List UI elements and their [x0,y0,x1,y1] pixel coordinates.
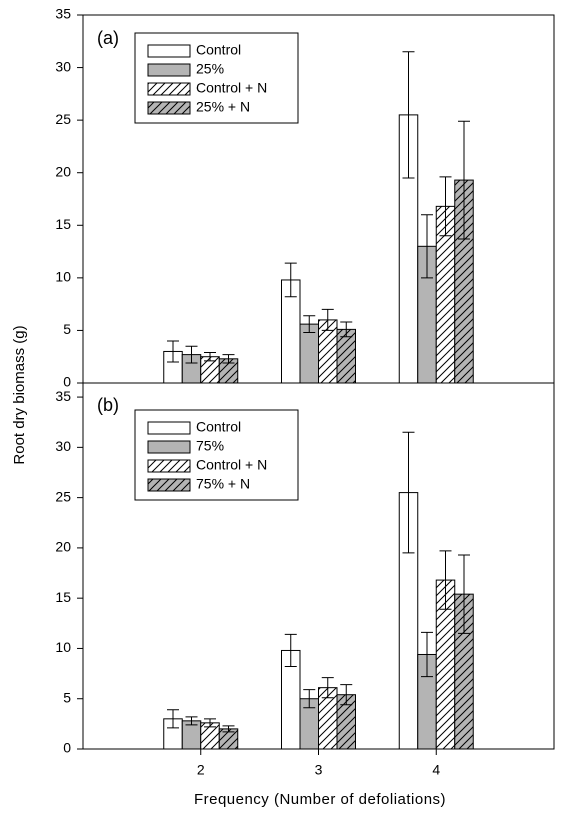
error-bar [222,725,235,733]
error-bar [321,677,334,699]
y-axis-label: Root dry biomass (g) [11,325,28,464]
y-tick-label: 20 [55,539,71,555]
y-tick-label: 35 [55,388,71,404]
error-bar [303,689,316,709]
error-bar [402,51,415,179]
legend-label: 25% [196,61,224,77]
panel-label: (b) [97,395,119,415]
error-bar [185,716,198,726]
error-bar [167,340,179,363]
y-tick-label: 25 [55,111,71,127]
legend-label: Control + N [196,80,267,96]
legend-swatch [147,44,191,58]
legend-label: 25% + N [196,99,250,115]
y-tick-label: 35 [55,6,71,22]
error-bar [321,308,334,331]
error-bar [204,718,216,728]
bar [336,328,356,384]
error-bar [185,345,198,364]
error-bar [167,709,179,729]
error-bar [458,120,470,240]
legend-label: 75% [196,438,224,454]
y-tick-label: 30 [55,58,71,74]
y-tick-label: 15 [55,589,71,605]
panel-label: (a) [97,28,119,48]
y-tick-label: 10 [55,269,71,285]
legend-swatch [147,101,191,115]
error-bar [439,550,452,610]
y-tick-label: 15 [55,216,71,232]
error-bar [284,633,297,668]
legend-label: Control [196,419,241,435]
legend-label: Control [196,42,241,58]
error-bar [303,315,316,334]
legend-swatch [147,421,191,435]
error-bar [284,262,297,298]
y-tick-label: 5 [63,689,71,705]
legend-label: Control + N [196,457,267,473]
x-tick-label: 3 [315,762,323,778]
error-bar [421,631,433,678]
x-tick-label: 4 [432,762,440,778]
x-tick-label: 2 [197,762,205,778]
error-bar [222,354,235,364]
error-bar [439,176,452,237]
legend-label: 75% + N [196,476,250,492]
y-tick-label: 25 [55,488,71,504]
error-bar [458,554,470,634]
y-tick-label: 30 [55,438,71,454]
legend-swatch [147,63,191,77]
legend-swatch [147,478,191,492]
y-tick-label: 10 [55,639,71,655]
y-tick-label: 20 [55,163,71,179]
error-bar [421,214,433,279]
error-bar [204,352,216,362]
x-axis-label: Frequency (Number of defoliations) [194,791,446,808]
error-bar [340,321,353,338]
y-tick-label: 5 [63,321,71,337]
error-bar [340,684,353,706]
y-tick-label: 0 [63,740,71,756]
y-tick-label: 0 [63,374,71,390]
error-bar [402,431,415,554]
legend-swatch [147,82,191,96]
legend-swatch [147,459,191,473]
legend-swatch [147,440,191,454]
